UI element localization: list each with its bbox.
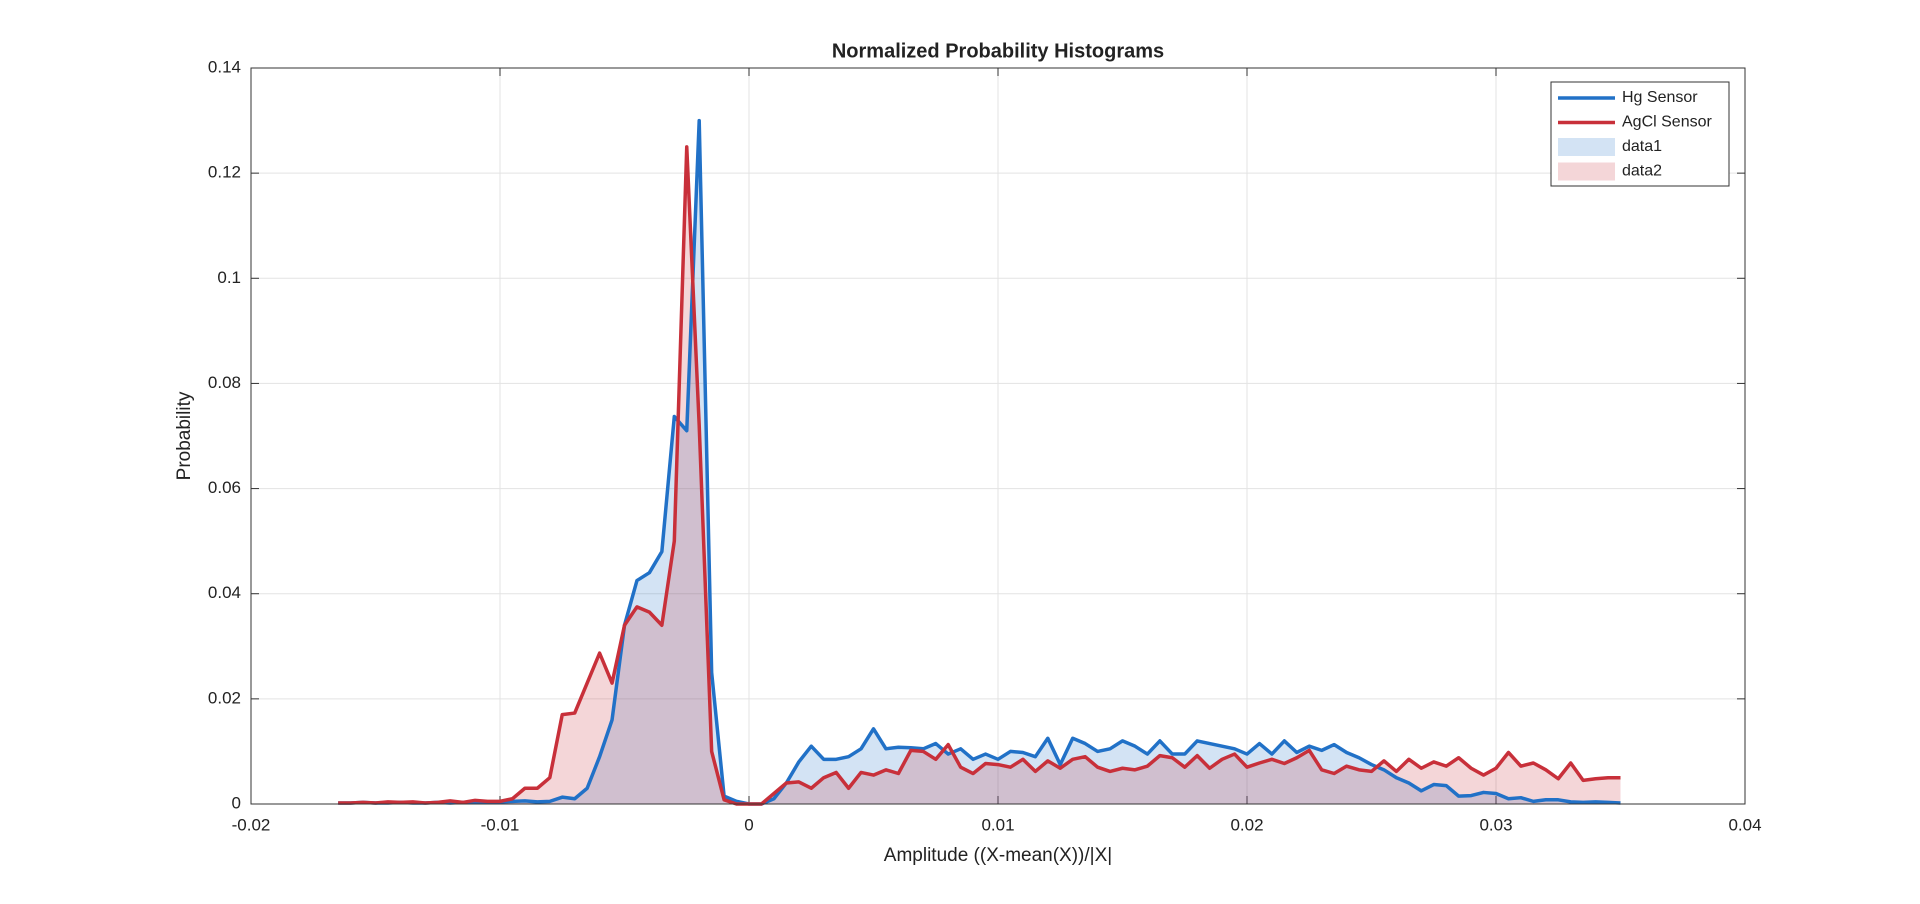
legend-patch <box>1558 138 1615 156</box>
legend-label: data1 <box>1622 138 1662 155</box>
y-tick-label: 0.02 <box>208 688 241 707</box>
y-tick-label: 0.04 <box>208 583 241 602</box>
x-tick-label: 0.03 <box>1479 815 1512 834</box>
x-tick-label: 0.01 <box>981 815 1014 834</box>
legend-patch <box>1558 162 1615 181</box>
legend-label: AgCl Sensor <box>1622 114 1712 131</box>
x-tick-label: 0.02 <box>1230 815 1263 834</box>
y-tick-label: 0.12 <box>208 163 241 182</box>
chart-title: Normalized Probability Histograms <box>832 40 1164 62</box>
area <box>338 146 1621 804</box>
y-tick-label: 0.08 <box>208 373 241 392</box>
x-tick-label: 0 <box>744 815 753 834</box>
y-axis-label: Probability <box>174 391 195 480</box>
y-tick-label: 0.06 <box>208 478 241 497</box>
x-axis-label: Amplitude ((X-mean(X))/|X| <box>884 845 1112 866</box>
x-tick-label: -0.01 <box>481 815 520 834</box>
area <box>338 120 1621 805</box>
x-tick-label: -0.02 <box>232 815 271 834</box>
y-tick-label: 0 <box>232 793 241 812</box>
legend-label: Hg Sensor <box>1622 89 1698 106</box>
legend-label: data2 <box>1622 163 1662 180</box>
line <box>338 118 1621 806</box>
y-tick-label: 0.14 <box>208 57 241 76</box>
line <box>338 145 1621 806</box>
x-tick-label: 0.04 <box>1728 815 1761 834</box>
y-tick-label: 0.1 <box>217 268 241 287</box>
axes-box <box>250 67 1746 805</box>
